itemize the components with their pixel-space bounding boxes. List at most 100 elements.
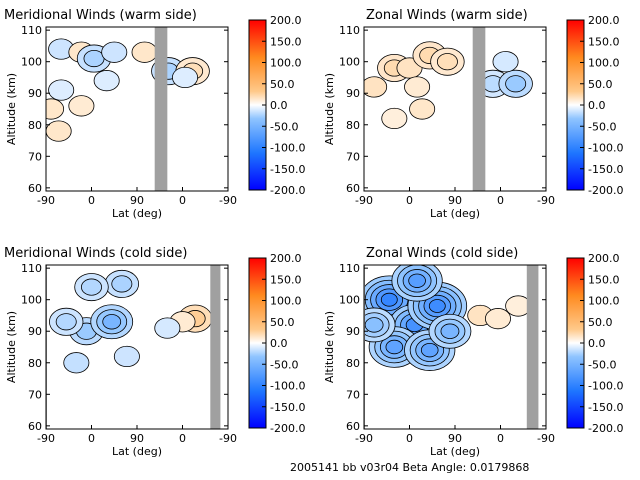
colorbar-tick-label: -150.0 xyxy=(270,401,305,414)
colorbar-tick-label: 50.0 xyxy=(588,78,613,91)
contour-blob xyxy=(74,273,109,302)
panel-1: Meridional Winds (warm side) 60 70 80 90 100 1… xyxy=(4,8,305,220)
contour-level xyxy=(81,278,102,296)
colorbar-tick-label: -200.0 xyxy=(270,184,305,197)
colorbar-tick-label: -50.0 xyxy=(270,120,298,133)
contour-blob xyxy=(430,47,465,76)
contour-blob xyxy=(49,307,84,336)
colorbar-tick-label: 100.0 xyxy=(270,295,302,308)
contour-level xyxy=(420,342,439,358)
colorbar-tick-label: -150.0 xyxy=(270,163,305,176)
y-tick-label: 100 xyxy=(21,56,42,69)
contour-level xyxy=(101,41,128,63)
contour-level xyxy=(404,76,431,98)
colorbar-tick-label: 50.0 xyxy=(270,78,295,91)
contour-level xyxy=(111,275,133,293)
y-tick-label: 90 xyxy=(28,87,42,100)
colorbar-tick-label: 150.0 xyxy=(588,273,620,286)
contour-level xyxy=(381,107,408,130)
contour-level xyxy=(102,314,122,330)
x-tick-label: -90 xyxy=(219,194,237,207)
contour-blob xyxy=(46,98,65,120)
y-tick-label: 110 xyxy=(339,24,360,37)
contour-blob xyxy=(381,107,408,130)
contour-level xyxy=(380,292,398,307)
colorbar-tick-label: -150.0 xyxy=(588,163,623,176)
y-tick-label: 110 xyxy=(21,262,42,275)
x-axis-label: Lat (deg) xyxy=(430,445,480,458)
contour-level xyxy=(172,66,199,89)
x-tick-label: -90 xyxy=(537,194,555,207)
x-tick-label: 0 xyxy=(179,194,186,207)
colorbar-tick-label: -150.0 xyxy=(588,401,623,414)
x-axis-label: Lat (deg) xyxy=(112,445,162,458)
contour-level xyxy=(484,308,511,330)
plot-area xyxy=(46,27,228,191)
contour-blob xyxy=(154,317,181,339)
colorbar-tick-label: 50.0 xyxy=(270,316,295,329)
colorbar-tick-label: 150.0 xyxy=(270,35,302,48)
colorbar-tick-label: -50.0 xyxy=(270,358,298,371)
colorbar-tick-label: 0.0 xyxy=(270,99,288,112)
colorbar-tick-label: -200.0 xyxy=(270,422,305,435)
contour-level xyxy=(428,299,446,313)
colorbar-tick-label: 50.0 xyxy=(588,316,613,329)
colorbar-tick-label: -100.0 xyxy=(270,380,305,393)
contour-level xyxy=(385,339,404,355)
x-tick-label: 0 xyxy=(406,194,413,207)
colorbar-tick-label: 150.0 xyxy=(588,35,620,48)
contour-blob xyxy=(409,98,436,120)
x-tick-label: 90 xyxy=(448,432,462,445)
contour-blob xyxy=(90,304,134,340)
missing-data-band xyxy=(364,265,366,429)
missing-data-band xyxy=(154,27,168,191)
contour-level xyxy=(68,95,95,117)
contour-blob xyxy=(104,269,140,298)
colorbar-tick-label: 200.0 xyxy=(270,14,302,27)
contour-level xyxy=(63,352,90,374)
colorbar: 200.0 150.0 100.0 50.0 0.0 -50.0 -100.0 -150.0 -… xyxy=(248,252,305,435)
missing-data-band xyxy=(210,265,221,429)
colorbar-tick-label: 0.0 xyxy=(588,337,606,350)
x-tick-label: -90 xyxy=(37,194,55,207)
panel-4: Zonal Winds (cold side) 60 70 80 90 100 110 -90… xyxy=(323,246,623,458)
y-tick-label: 90 xyxy=(346,325,360,338)
colorbar-tick-label: -100.0 xyxy=(588,142,623,155)
contour-blob xyxy=(68,95,95,117)
contour-blob xyxy=(48,79,75,101)
y-tick-label: 100 xyxy=(339,56,360,69)
x-tick-label: -90 xyxy=(355,194,373,207)
plot-area xyxy=(46,265,228,429)
contour-level xyxy=(46,120,72,142)
contour-level xyxy=(83,49,105,68)
y-tick-label: 60 xyxy=(346,420,360,433)
x-tick-label: 0 xyxy=(406,432,413,445)
contour-level xyxy=(364,76,388,98)
contour-level xyxy=(409,98,436,120)
y-tick-label: 100 xyxy=(339,294,360,307)
y-tick-label: 60 xyxy=(28,182,42,195)
y-tick-label: 100 xyxy=(21,294,42,307)
x-tick-label: -90 xyxy=(355,432,373,445)
missing-data-band xyxy=(472,27,486,191)
colorbar-tick-label: -100.0 xyxy=(270,142,305,155)
contour-level xyxy=(46,98,65,120)
chart-title: Zonal Winds (cold side) xyxy=(366,246,518,261)
contour-level xyxy=(48,79,75,101)
contour-blob xyxy=(484,308,511,330)
colorbar-tick-label: 0.0 xyxy=(270,337,288,350)
contour-level xyxy=(55,313,77,331)
missing-data-band xyxy=(526,265,539,429)
y-tick-label: 60 xyxy=(346,182,360,195)
colorbar-tick-label: 100.0 xyxy=(270,57,302,70)
contour-blob xyxy=(131,41,158,63)
y-tick-label: 70 xyxy=(28,388,42,401)
x-tick-label: -90 xyxy=(537,432,555,445)
x-tick-label: -90 xyxy=(37,432,55,445)
contour-level xyxy=(131,41,158,63)
contour-level xyxy=(93,70,120,92)
colorbar-tick-label: 200.0 xyxy=(588,14,620,27)
colorbar-tick-label: 200.0 xyxy=(270,252,302,265)
y-axis-label: Altitude (km) xyxy=(323,73,336,145)
contour-blob xyxy=(113,345,140,368)
